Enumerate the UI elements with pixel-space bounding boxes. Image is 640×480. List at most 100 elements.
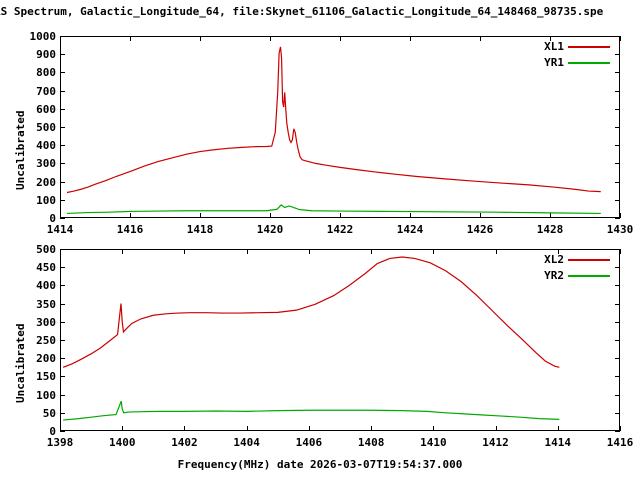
y-tick-mark xyxy=(60,322,65,323)
y-tick-mark xyxy=(60,249,65,250)
x-tick-label: 1414 xyxy=(46,223,74,236)
legend-label-yr1: YR1 xyxy=(544,56,564,69)
y-tick-mark xyxy=(60,376,65,377)
y-tick-mark xyxy=(60,267,65,268)
y-tick-mark xyxy=(60,431,65,432)
y-tick-mark xyxy=(60,413,65,414)
x-tick-mark xyxy=(620,213,621,218)
x-tick-mark xyxy=(60,249,61,254)
y-tick-label: 200 xyxy=(36,175,56,189)
y-tick-label: 400 xyxy=(36,279,56,293)
legend-row-xl2: XL2 xyxy=(460,253,610,267)
x-tick-label: 1420 xyxy=(256,223,284,236)
y-tick-label: 900 xyxy=(36,48,56,62)
x-tick-label: 1424 xyxy=(396,223,424,236)
y-tick-mark xyxy=(60,163,65,164)
x-tick-mark xyxy=(410,213,411,218)
y-tick-mark xyxy=(60,145,65,146)
y-tick-mark xyxy=(615,285,620,286)
y-tick-label: 0 xyxy=(49,425,56,438)
x-tick-mark xyxy=(550,213,551,218)
y-tick-mark xyxy=(60,182,65,183)
x-tick-mark xyxy=(620,36,621,41)
legend-swatch-yr1 xyxy=(568,62,610,64)
x-tick-mark xyxy=(558,426,559,431)
trace-xl1 xyxy=(66,46,601,194)
y-tick-mark xyxy=(60,218,65,219)
x-tick-label: 1422 xyxy=(326,223,354,236)
legend-swatch-xl1 xyxy=(568,46,610,48)
x-tick-mark xyxy=(247,249,248,254)
y-tick-label: 0 xyxy=(49,212,56,225)
x-tick-mark xyxy=(480,213,481,218)
y-tick-label: 400 xyxy=(36,139,56,153)
y-tick-mark xyxy=(615,145,620,146)
x-tick-mark xyxy=(340,36,341,41)
x-tick-mark xyxy=(309,249,310,254)
x-tick-mark xyxy=(433,249,434,254)
legend-row-xl1: XL1 xyxy=(460,40,610,54)
y-tick-mark xyxy=(615,91,620,92)
y-tick-mark xyxy=(615,218,620,219)
x-tick-mark xyxy=(340,213,341,218)
y-tick-mark xyxy=(60,72,65,73)
x-tick-mark xyxy=(184,249,185,254)
x-tick-label: 1414 xyxy=(544,436,572,449)
x-tick-label: 1400 xyxy=(108,436,136,449)
x-tick-label: 1418 xyxy=(186,223,214,236)
x-tick-mark xyxy=(410,36,411,41)
x-tick-mark xyxy=(60,426,61,431)
y-tick-label: 700 xyxy=(36,84,56,98)
x-tick-mark xyxy=(200,36,201,41)
y-tick-label: 450 xyxy=(36,261,56,275)
legend-label-yr2: YR2 xyxy=(544,269,564,282)
x-tick-mark xyxy=(270,213,271,218)
x-tick-label: 1428 xyxy=(536,223,564,236)
x-tick-mark xyxy=(200,213,201,218)
y-tick-label: 500 xyxy=(36,121,56,134)
y-tick-mark xyxy=(615,358,620,359)
y-tick-mark xyxy=(615,413,620,414)
x-tick-mark xyxy=(122,426,123,431)
y-tick-label: 350 xyxy=(36,297,56,311)
x-tick-mark xyxy=(130,36,131,41)
x-tick-mark xyxy=(309,426,310,431)
page-title: RS Spectrum, Galactic_Longitude_64, file… xyxy=(0,5,604,18)
x-tick-mark xyxy=(60,36,61,41)
legend-label-xl1: XL1 xyxy=(544,40,564,53)
x-tick-mark xyxy=(247,426,248,431)
y-tick-mark xyxy=(60,304,65,305)
legend-top: XL1 YR1 xyxy=(460,40,610,74)
y-tick-mark xyxy=(615,340,620,341)
x-tick-mark xyxy=(60,213,61,218)
legend-label-xl2: XL2 xyxy=(544,253,564,266)
plot-frame-bottom xyxy=(60,249,620,431)
y-tick-mark xyxy=(60,358,65,359)
x-tick-mark xyxy=(371,426,372,431)
y-tick-mark xyxy=(615,163,620,164)
y-tick-label: 500 xyxy=(36,243,56,256)
x-tick-mark xyxy=(496,249,497,254)
x-tick-label: 1408 xyxy=(357,436,385,449)
y-tick-label: 1000 xyxy=(29,30,57,43)
y-tick-label: 150 xyxy=(36,370,56,384)
y-tick-label: 50 xyxy=(42,406,56,420)
trace-yr1 xyxy=(66,204,601,215)
y-tick-mark xyxy=(615,200,620,201)
x-axis-label: Frequency(MHz) date 2026-03-07T19:54:37.… xyxy=(177,458,463,471)
x-tick-label: 1398 xyxy=(46,436,74,449)
y-tick-label: 800 xyxy=(36,66,56,80)
y-tick-mark xyxy=(615,322,620,323)
x-tick-label: 1412 xyxy=(482,436,509,449)
y-tick-mark xyxy=(615,72,620,73)
y-tick-mark xyxy=(60,54,65,55)
x-tick-mark xyxy=(130,213,131,218)
y-tick-mark xyxy=(60,395,65,396)
x-tick-mark xyxy=(270,36,271,41)
y-tick-mark xyxy=(60,36,65,37)
legend-row-yr2: YR2 xyxy=(460,269,610,283)
y-tick-mark xyxy=(615,249,620,250)
y-tick-label: 200 xyxy=(36,352,56,366)
